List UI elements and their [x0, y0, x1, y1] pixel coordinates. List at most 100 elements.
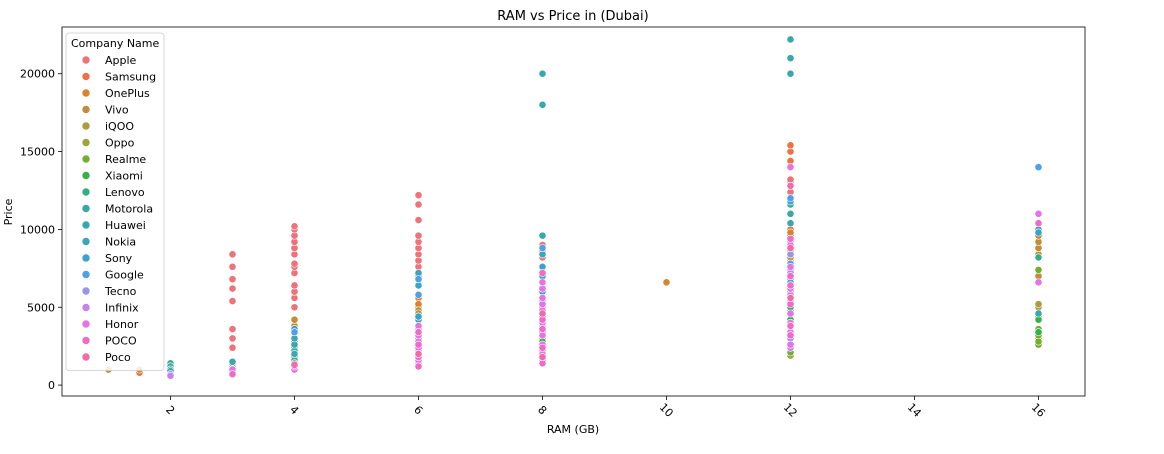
legend-marker-infinix — [81, 303, 91, 312]
x-tick-label: 14 — [905, 401, 924, 420]
data-point-apple-7 — [228, 250, 237, 259]
data-point-vivo-2 — [290, 315, 299, 324]
legend-marker-nokia — [81, 237, 91, 246]
data-point-oneplus-3 — [662, 278, 671, 287]
data-point-apple-1 — [228, 334, 237, 343]
data-point-poco-8 — [538, 325, 547, 333]
legend-label-sony: Sony — [105, 252, 133, 265]
y-tick-label: 5000 — [27, 301, 55, 314]
x-tick-label: 10 — [657, 401, 676, 420]
data-point-sony-1 — [414, 312, 423, 321]
data-point-google-8 — [1034, 163, 1043, 172]
data-point-infinix-0 — [166, 371, 175, 380]
data-point-xiaomi-4 — [1034, 328, 1043, 337]
data-point-apple-32 — [414, 191, 423, 200]
data-point-apple-21 — [290, 222, 299, 231]
legend-marker-poco — [81, 336, 91, 345]
x-tick-label: 8 — [535, 403, 549, 417]
data-point-poco-16 — [786, 234, 795, 243]
data-point-poco-4 — [786, 294, 795, 302]
data-point-poco-3 — [538, 309, 547, 318]
data-point-honor-17 — [786, 340, 795, 349]
data-point-huawei-4 — [538, 231, 547, 240]
legend-label-iqoo: iQOO — [105, 120, 134, 133]
data-point-poco-10 — [538, 269, 547, 277]
data-point-poco-17 — [1034, 219, 1043, 228]
x-tick-label: 4 — [287, 403, 301, 417]
data-point-poco-5 — [786, 244, 795, 252]
data-point-motorola-7 — [786, 209, 795, 218]
data-point-poco-0 — [290, 360, 299, 369]
y-tick-label: 10000 — [20, 223, 55, 236]
legend-marker-honor — [81, 319, 91, 329]
data-point-honor-26 — [1034, 278, 1043, 287]
legend-marker-realme — [81, 154, 91, 164]
y-tick-label: 15000 — [20, 146, 55, 159]
data-point-poco-2 — [414, 362, 423, 371]
y-axis: 0 5000 10000 15000 20000 — [20, 68, 62, 392]
legend: Company Name Apple Samsung OnePlus Vivo iQOO O… — [65, 32, 165, 371]
data-point-huawei-12 — [1034, 309, 1043, 318]
x-tick-label: 12 — [781, 401, 800, 420]
legend-label-apple: Apple — [105, 54, 137, 67]
legend-label-honor: Honor — [105, 318, 139, 331]
data-point-apple-5 — [228, 275, 237, 284]
legend-marker-motorola — [81, 204, 91, 213]
data-point-poco-6 — [786, 181, 795, 190]
plot-frame — [61, 26, 1086, 397]
legend-label-samsung: Samsung — [105, 71, 156, 84]
data-point-huawei-5 — [538, 100, 547, 109]
data-point-huawei-9 — [786, 69, 795, 78]
legend-label-huawei: Huawei — [105, 219, 146, 232]
data-point-apple-31 — [414, 200, 423, 209]
x-tick-label: 16 — [1029, 401, 1048, 420]
legend-label-motorola: Motorola — [105, 203, 153, 216]
data-points — [104, 35, 1043, 380]
legend-marker-huawei — [81, 220, 91, 230]
legend-label-tecno: Tecno — [104, 285, 137, 298]
data-point-huawei-10 — [786, 54, 795, 63]
y-tick-label: 20000 — [20, 68, 55, 81]
data-point-apple-30 — [414, 216, 423, 224]
data-point-poco-14 — [786, 281, 795, 290]
y-axis-label: Price — [2, 198, 15, 225]
data-point-poco-0 — [228, 370, 237, 379]
x-axis-label: RAM (GB) — [547, 423, 599, 436]
data-point-apple-12 — [290, 281, 299, 290]
legend-label-xiaomi: Xiaomi — [105, 170, 143, 183]
legend-box — [65, 32, 165, 371]
data-point-honor-16 — [538, 278, 547, 287]
x-axis: 2 4 6 8 10 12 14 16 — [163, 396, 1048, 420]
legend-marker-xiaomi — [81, 171, 91, 180]
data-point-apple-29 — [414, 231, 423, 240]
legend-marker-google — [81, 270, 91, 279]
chart-title: RAM vs Price in (Dubai) — [497, 9, 648, 24]
legend-marker-vivo — [81, 105, 91, 114]
data-point-apple-6 — [228, 262, 237, 271]
data-point-apple-15 — [290, 259, 299, 268]
data-point-honor-20 — [786, 309, 795, 318]
legend-marker-lenovo — [81, 187, 91, 197]
legend-marker-oppo — [81, 138, 91, 147]
data-point-poco-7 — [538, 343, 547, 352]
legend-marker-apple — [81, 55, 91, 65]
legend-marker-poco — [81, 352, 91, 362]
data-point-google-4 — [538, 244, 547, 252]
x-tick-label: 6 — [411, 403, 425, 417]
legend-label-oppo: Oppo — [105, 137, 135, 150]
data-point-poco-4 — [414, 340, 423, 349]
data-point-honor-25 — [786, 163, 795, 172]
legend-marker-sony — [81, 253, 91, 263]
legend-label-oneplus: OnePlus — [105, 87, 150, 100]
data-point-poco-2 — [538, 353, 547, 361]
data-point-iqoo-3 — [1034, 300, 1043, 309]
data-point-apple-4 — [228, 284, 237, 293]
data-point-huawei-6 — [538, 69, 547, 78]
legend-marker-oneplus — [81, 88, 91, 98]
legend-label-poco: POCO — [105, 335, 137, 348]
legend-marker-iqoo — [81, 121, 91, 131]
legend-label-infinix: Infinix — [105, 302, 139, 315]
data-point-honor-23 — [786, 262, 795, 271]
x-tick-label: 2 — [163, 403, 177, 417]
y-tick-label: 0 — [48, 379, 55, 392]
